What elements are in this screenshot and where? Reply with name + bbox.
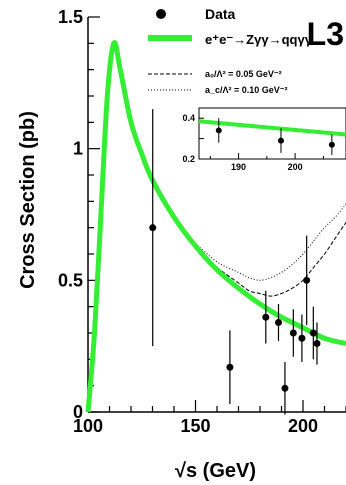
inset-data-point xyxy=(328,141,335,148)
x-tick-label: 100 xyxy=(73,416,103,436)
legend-data-label: Data xyxy=(205,6,236,22)
data-point xyxy=(274,318,282,326)
data-point xyxy=(298,334,306,342)
y-tick-label: 1.5 xyxy=(58,7,83,27)
inset-y-tick-label: 0.2 xyxy=(182,154,195,164)
inset-y-tick-label: 0.4 xyxy=(182,113,195,123)
data-point xyxy=(262,313,270,321)
inset-x-tick-label: 200 xyxy=(288,162,303,172)
legend-a0-label: a₀/Λ² = 0.05 GeV⁻² xyxy=(205,69,282,79)
data-point xyxy=(149,224,157,232)
inset-data-point xyxy=(277,137,284,144)
y-tick-label: 0 xyxy=(73,402,83,422)
y-tick-label: 0.5 xyxy=(58,270,83,290)
a0-curve xyxy=(195,222,346,297)
data-point xyxy=(281,384,289,392)
inset-sm-line xyxy=(198,119,346,137)
data-point xyxy=(289,329,297,337)
legend-ac-label: a_c/Λ² = 0.10 GeV⁻² xyxy=(205,85,288,95)
sm-curve xyxy=(85,40,346,413)
inset-x-tick-label: 190 xyxy=(231,162,246,172)
data-point xyxy=(303,276,311,284)
data-point xyxy=(226,363,234,371)
legend-data-marker xyxy=(156,9,166,19)
y-axis-label: Cross Section (pb) xyxy=(17,111,39,289)
inset-frame xyxy=(198,107,346,160)
experiment-label: L3 xyxy=(307,16,344,52)
legend-sm-label: e⁺e⁻→Zγγ→qqγγ xyxy=(205,32,313,47)
x-tick-label: 200 xyxy=(288,416,318,436)
x-tick-label: 150 xyxy=(180,416,210,436)
inset-data-point xyxy=(215,127,222,134)
data-point xyxy=(309,329,317,337)
data-point xyxy=(313,340,321,348)
y-tick-label: 1 xyxy=(73,139,83,159)
x-axis-label: √s (GeV) xyxy=(175,460,256,482)
